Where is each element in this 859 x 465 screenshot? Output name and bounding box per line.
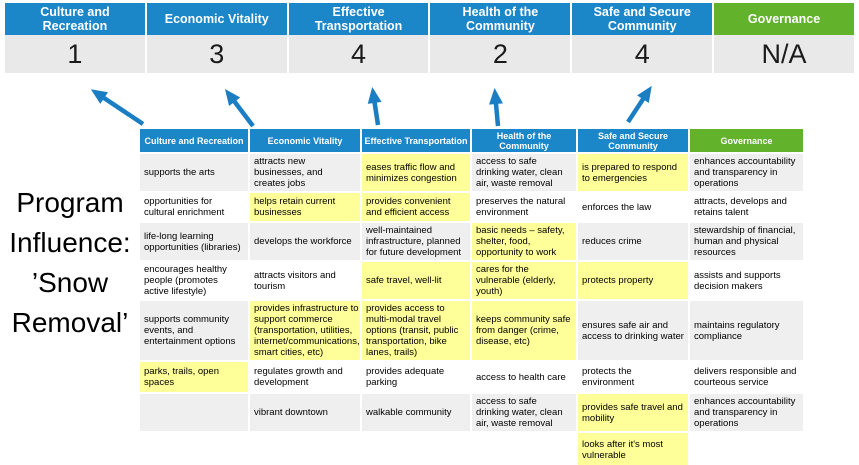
matrix-cell: stewardship of financial, human and phys…	[690, 223, 803, 260]
matrix-cell: reduces crime	[578, 223, 688, 260]
matrix-cell: maintains regulatory compliance	[690, 301, 803, 360]
matrix-cell: protects property	[578, 262, 688, 299]
up-arrow-icon	[626, 85, 652, 124]
matrix-cell: access to safe drinking water, clean air…	[472, 154, 576, 191]
matrix-cell: life-long learning opportunities (librar…	[140, 223, 248, 260]
matrix-cell: well-maintained infrastructure, planned …	[362, 223, 470, 260]
matrix-cell: delivers responsible and courteous servi…	[690, 362, 803, 392]
matrix-cell: keeps community safe from danger (crime,…	[472, 301, 576, 360]
matrix-cell: safe travel, well-lit	[362, 262, 470, 299]
matrix-cell: preserves the natural environment	[472, 193, 576, 221]
scoreboard-header-cell: Governance	[714, 3, 854, 35]
scoreboard-score-value: 4	[572, 35, 713, 73]
matrix-cell: attracts visitors and tourism	[250, 262, 360, 299]
matrix-cell: encourages healthy people (promotes acti…	[140, 262, 248, 299]
program-title: Program Influence: ’Snow Removal’	[0, 183, 140, 343]
matrix-cell: basic needs – safety, shelter, food, opp…	[472, 223, 576, 260]
up-arrow-icon	[224, 89, 255, 128]
matrix-cell	[472, 433, 576, 465]
scoreboard-score-row: 1 3 4 2 4 N/A	[5, 35, 854, 73]
scoreboard-header-row: Culture and Recreation Economic Vitality E…	[5, 3, 854, 35]
matrix-header-cell: Effective Transportation	[362, 129, 470, 152]
matrix-cell: provides safe travel and mobility	[578, 394, 688, 431]
matrix-cell: provides infrastructure to support comme…	[250, 301, 360, 360]
matrix-cell: enhances accountability and transparency…	[690, 394, 803, 431]
matrix-cell	[250, 433, 360, 465]
scoreboard-header-cell: Safe and Secure Community	[572, 3, 713, 35]
matrix-cell: supports community events, and entertain…	[140, 301, 248, 360]
matrix-cell: looks after it's most vulnerable	[578, 433, 688, 465]
matrix-cell: provides adequate parking	[362, 362, 470, 392]
matrix-cell	[690, 433, 803, 465]
matrix-cell: parks, trails, open spaces	[140, 362, 248, 392]
matrix-cell: cares for the vulnerable (elderly, youth…	[472, 262, 576, 299]
up-arrow-icon	[489, 88, 503, 127]
matrix-cell: enforces the law	[578, 193, 688, 221]
matrix-cell: helps retain current businesses	[250, 193, 360, 221]
matrix-cell: provides convenient and efficient access	[362, 193, 470, 221]
matrix-cell: access to safe drinking water, clean air…	[472, 394, 576, 431]
up-arrow-icon	[367, 87, 382, 126]
matrix-cell: ensures safe air and access to drinking …	[578, 301, 688, 360]
scoreboard-header-cell: Effective Transportation	[288, 3, 429, 35]
matrix-cell: enhances accountability and transparency…	[690, 154, 803, 191]
matrix-cell: is prepared to respond to emergencies	[578, 154, 688, 191]
scoreboard-score-value: 2	[430, 35, 571, 73]
scoreboard-score-value: N/A	[714, 35, 854, 73]
matrix-header-cell: Economic Vitality	[250, 129, 360, 152]
matrix-header-cell: Safe and Secure Community	[578, 129, 688, 152]
scoreboard-score-value: 1	[5, 35, 145, 73]
matrix-cell: attracts, develops and retains talent	[690, 193, 803, 221]
scoreboard: Culture and Recreation Economic Vitality E…	[5, 3, 854, 73]
scoreboard-score-value: 3	[146, 35, 287, 73]
matrix-cell: eases traffic flow and minimizes congest…	[362, 154, 470, 191]
matrix-cell	[140, 394, 248, 431]
matrix-header-cell: Health of the Community	[472, 129, 576, 152]
arrows-layer	[90, 85, 652, 128]
matrix-cell: attracts new businesses, and creates job…	[250, 154, 360, 191]
program-title-line: Removal’	[11, 307, 129, 338]
matrix-cell: opportunities for cultural enrichment	[140, 193, 248, 221]
matrix-cell: provides access to multi-modal travel op…	[362, 301, 470, 360]
matrix-cell: vibrant downtown	[250, 394, 360, 431]
matrix-cell: develops the workforce	[250, 223, 360, 260]
up-arrow-icon	[90, 89, 145, 126]
influence-matrix: Culture and Recreation Economic Vitality E…	[140, 129, 805, 465]
scoreboard-score-value: 4	[288, 35, 429, 73]
matrix-header-cell: Governance	[690, 129, 803, 152]
program-title-line: Program	[16, 187, 124, 218]
matrix-cell: regulates growth and development	[250, 362, 360, 392]
scoreboard-header-cell: Health of the Community	[430, 3, 571, 35]
scoreboard-header-cell: Economic Vitality	[146, 3, 287, 35]
matrix-cell: protects the environment	[578, 362, 688, 392]
matrix-header-cell: Culture and Recreation	[140, 129, 248, 152]
matrix-cell	[140, 433, 248, 465]
matrix-cell: walkable community	[362, 394, 470, 431]
program-title-line: ’Snow	[31, 267, 109, 298]
scoreboard-header-cell: Culture and Recreation	[5, 3, 145, 35]
matrix-cell: supports the arts	[140, 154, 248, 191]
matrix-cell	[362, 433, 470, 465]
matrix-cell: access to health care	[472, 362, 576, 392]
program-title-line: Influence:	[9, 227, 131, 258]
matrix-cell: assists and supports decision makers	[690, 262, 803, 299]
